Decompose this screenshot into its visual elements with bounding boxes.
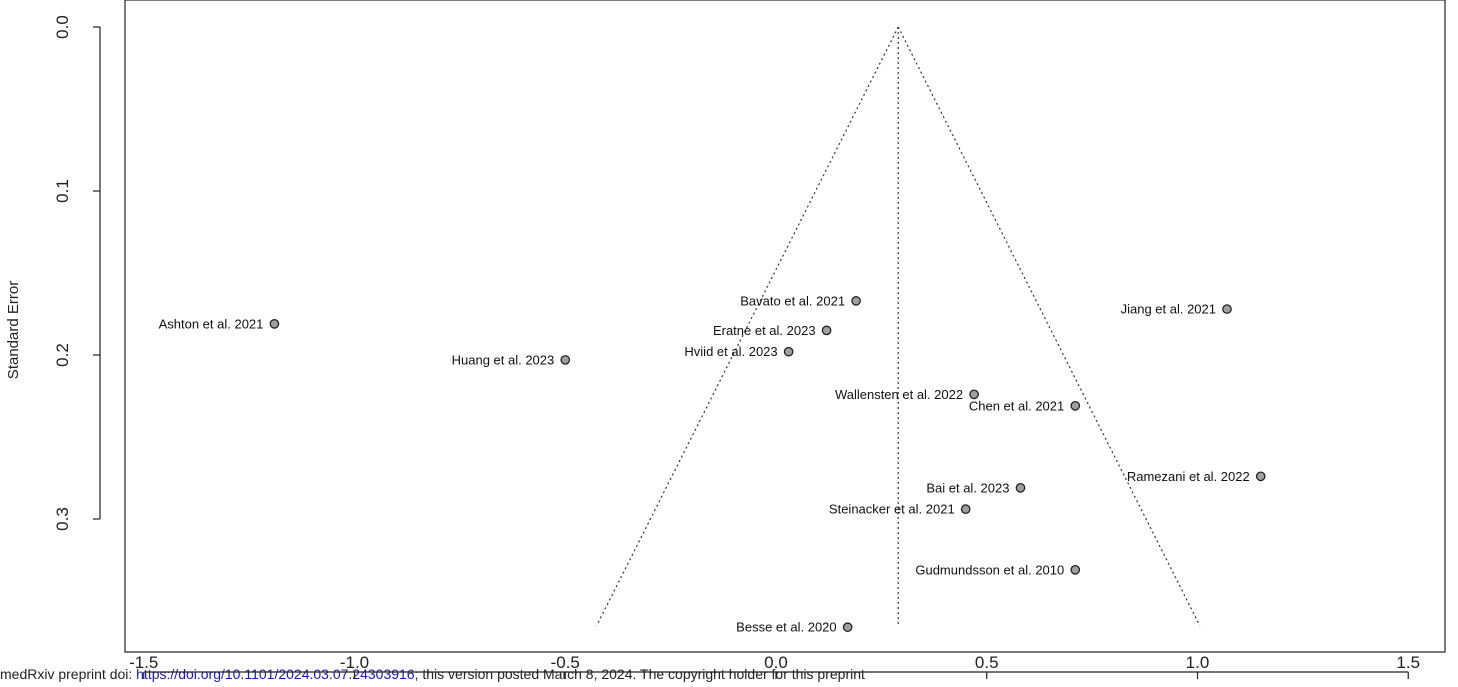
point-label: Wallensten et al. 2022 <box>835 387 963 402</box>
y-tick-label: 0.1 <box>53 179 72 203</box>
y-tick-label: 0.3 <box>53 507 72 531</box>
point-label: Huang et al. 2023 <box>452 352 555 367</box>
data-point <box>960 504 971 515</box>
point-labels: Ashton et al. 2021 Huang et al. 2023 Bavat… <box>159 293 1250 634</box>
data-point <box>851 296 861 306</box>
x-axis: -1.5 -1.0 -0.5 0.0 0.5 1.0 1.5 <box>129 653 1420 679</box>
point-label: Ashton et al. 2021 <box>159 316 264 331</box>
point-label: Hviid et al. 2023 <box>684 344 777 359</box>
data-point <box>1255 471 1266 482</box>
data-point <box>1015 482 1026 493</box>
data-point <box>821 325 832 336</box>
point-label: Gudmundsson et al. 2010 <box>915 562 1064 577</box>
funnel-lines <box>596 26 1201 626</box>
data-point <box>969 389 979 400</box>
point-label: Bavato et al. 2021 <box>740 293 845 308</box>
point-label: Bai et al. 2023 <box>926 480 1009 495</box>
y-axis: 0.0 0.1 0.2 0.3 <box>53 15 101 531</box>
data-point <box>1070 400 1081 411</box>
data-points <box>269 296 1266 633</box>
data-point <box>269 318 280 329</box>
x-tick-label: -1.0 <box>340 653 369 672</box>
data-point <box>1070 564 1081 575</box>
point-label: Ramezani et al. 2022 <box>1127 469 1250 484</box>
x-tick-label: -0.5 <box>551 653 580 672</box>
point-label: Eratne et al. 2023 <box>713 323 816 338</box>
data-point <box>1222 304 1232 314</box>
point-label: Jiang et al. 2021 <box>1121 302 1216 317</box>
x-tick-label: 0.0 <box>764 653 788 672</box>
preprint-footer: medRxiv preprint doi: https://doi.org/10… <box>0 666 1458 687</box>
data-point <box>560 355 571 365</box>
point-label: Chen et al. 2021 <box>969 398 1064 413</box>
plot-frame <box>124 0 1446 653</box>
data-point <box>842 622 853 633</box>
y-axis-title: Standard Error <box>5 281 22 379</box>
y-tick-label: 0.0 <box>53 15 72 39</box>
point-label: Besse et al. 2020 <box>736 620 836 635</box>
y-tick-label: 0.2 <box>53 343 72 367</box>
doi-link[interactable]: https://doi.org/10.1101/2024.03.07.24303… <box>136 666 415 682</box>
data-point <box>783 346 794 357</box>
x-tick-label: -1.5 <box>129 653 158 672</box>
footer-suffix: ; this version posted March 8, 2024. The… <box>414 666 865 682</box>
funnel-left-line <box>596 26 899 626</box>
point-label: Steinacker et al. 2021 <box>829 502 955 517</box>
x-tick-label: 0.5 <box>975 653 999 672</box>
footer-prefix: medRxiv preprint doi: <box>0 666 137 682</box>
x-tick-label: 1.5 <box>1396 653 1420 672</box>
funnel-right-line <box>897 26 1201 626</box>
x-tick-label: 1.0 <box>1186 653 1210 672</box>
